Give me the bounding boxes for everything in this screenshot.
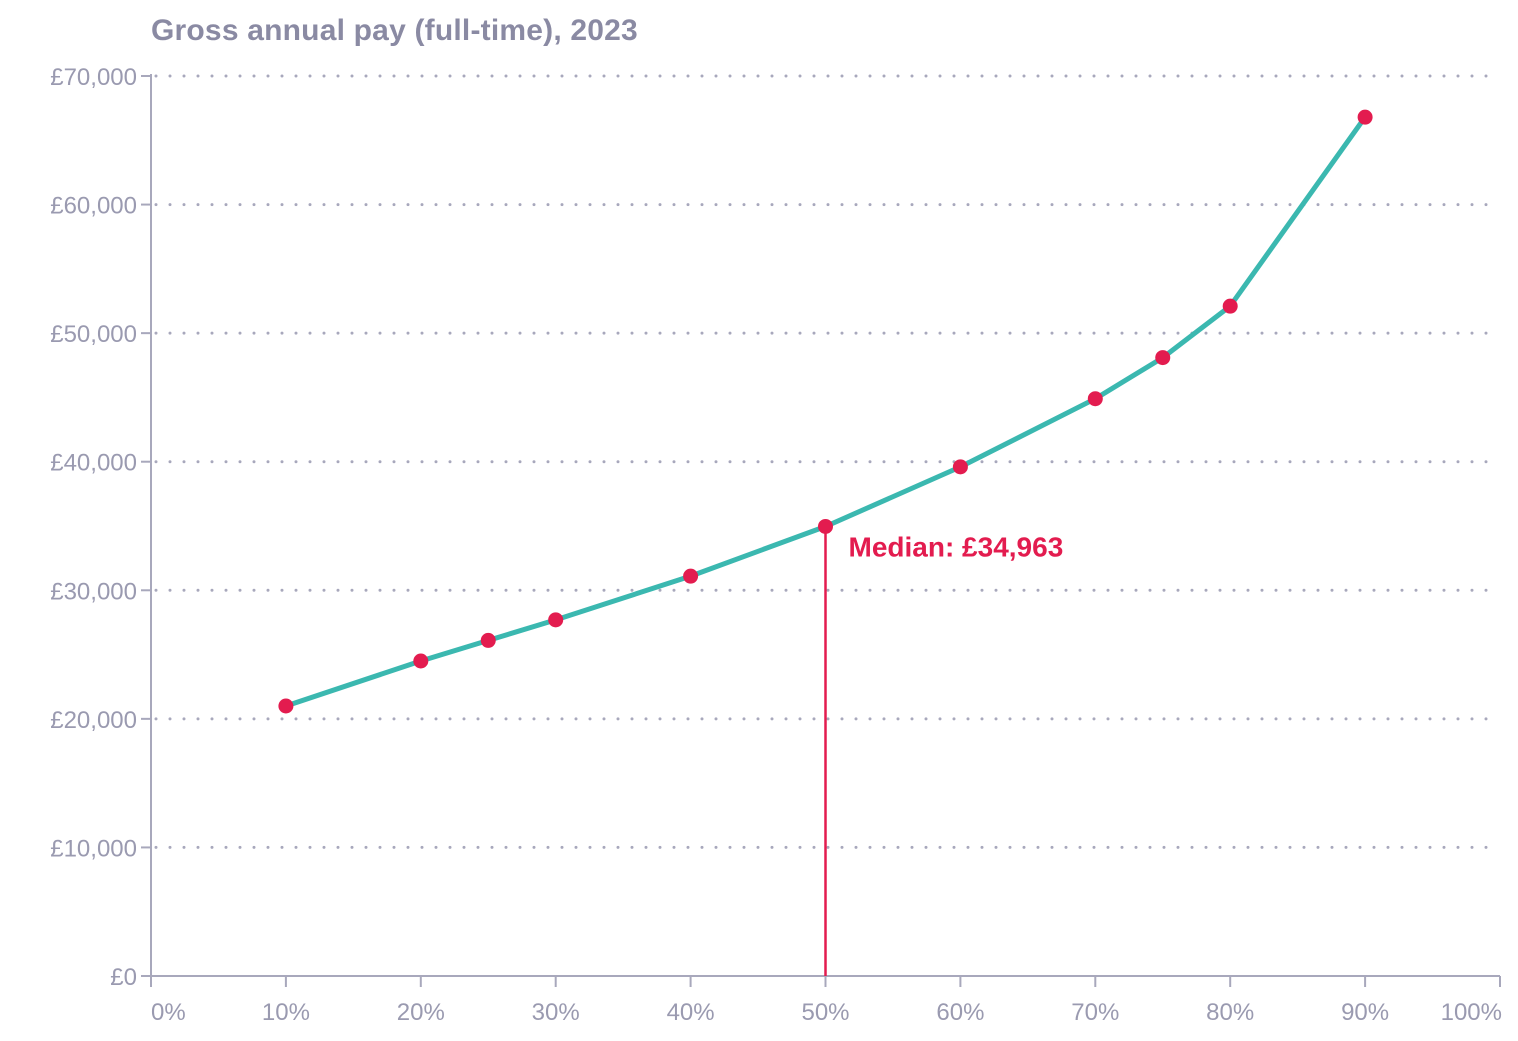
y-tick-label: £60,000: [50, 193, 137, 220]
data-point: [1223, 299, 1238, 314]
x-tick-label: 70%: [1071, 999, 1119, 1026]
x-tick-label: 0%: [151, 999, 186, 1026]
x-tick-label: 10%: [262, 999, 310, 1026]
data-point: [683, 569, 698, 584]
x-tick-label: 90%: [1341, 999, 1389, 1026]
y-tick-label: £10,000: [50, 835, 137, 862]
median-label: Median: £34,963: [849, 531, 1064, 562]
data-point: [818, 519, 833, 534]
x-tick-label: 60%: [936, 999, 984, 1026]
x-tick-label: 20%: [397, 999, 445, 1026]
y-tick-label: £20,000: [50, 707, 137, 734]
data-point: [953, 459, 968, 474]
y-tick-label: £70,000: [50, 64, 137, 91]
data-point: [481, 633, 496, 648]
x-tick-label: 100%: [1441, 999, 1502, 1026]
data-point: [413, 654, 428, 669]
data-point: [278, 699, 293, 714]
y-tick-label: £0: [110, 964, 137, 991]
data-point: [548, 612, 563, 627]
x-tick-label: 30%: [532, 999, 580, 1026]
data-point: [1358, 110, 1373, 125]
data-point: [1155, 350, 1170, 365]
y-tick-label: £50,000: [50, 321, 137, 348]
gridlines: [156, 76, 1490, 847]
y-tick-label: £40,000: [50, 450, 137, 477]
y-tick-label: £30,000: [50, 578, 137, 605]
data-point: [1088, 391, 1103, 406]
x-tick-label: 50%: [801, 999, 849, 1026]
annotations: Median: £34,963: [826, 526, 1064, 976]
x-tick-label: 40%: [667, 999, 715, 1026]
x-tick-label: 80%: [1206, 999, 1254, 1026]
